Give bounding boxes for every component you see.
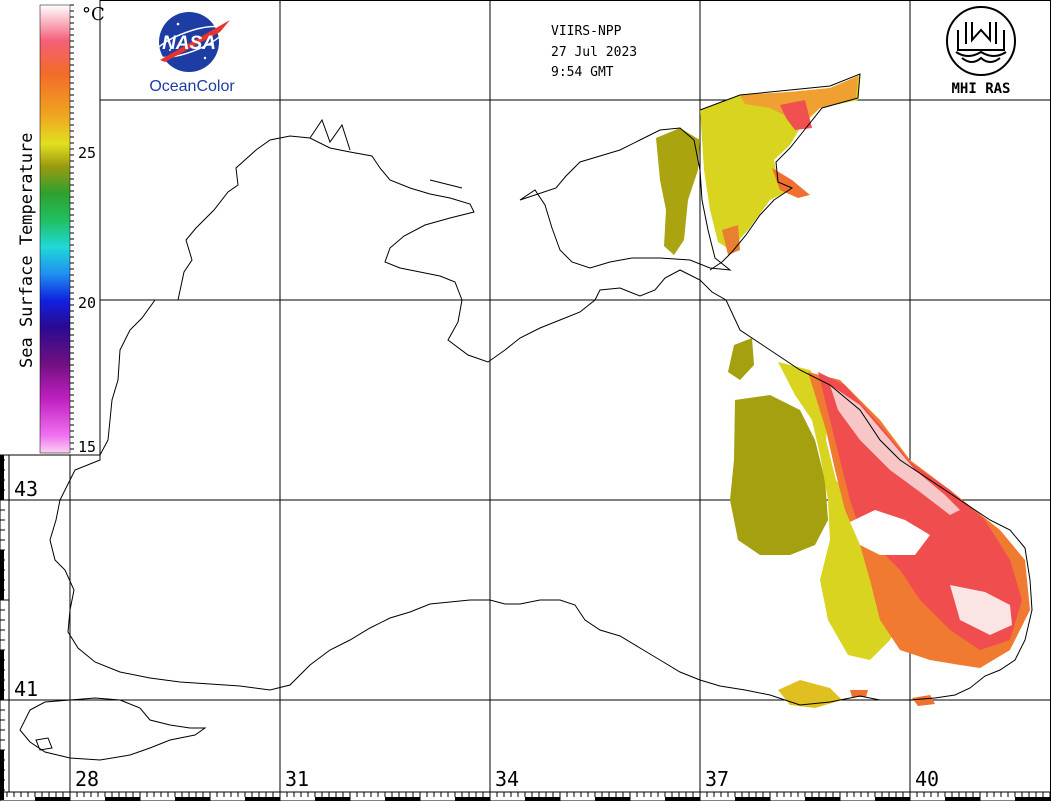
bottom-scale-block [245, 797, 280, 801]
mhi-ras-logo: MHI RAS [946, 6, 1016, 97]
sst-south-coast-2 [912, 695, 935, 706]
sst-east-gap [850, 510, 930, 555]
left-scale-block [0, 650, 4, 700]
left-scale-block [0, 750, 4, 800]
lon-label-37: 37 [705, 767, 729, 791]
bottom-scale-block [595, 797, 630, 801]
sst-east-max-1 [830, 385, 960, 515]
bottom-scale-block [875, 797, 910, 801]
colorbar-title: Sea Surface Temperature [17, 133, 37, 368]
longitude-labels: 28 31 34 37 40 [75, 767, 939, 791]
colorbar-tick-20: 20 [78, 294, 96, 312]
sst-azov-taganrog [780, 100, 812, 130]
left-scale-block [0, 450, 4, 500]
lon-label-40: 40 [915, 767, 939, 791]
nasa-logo-text: NASA [162, 33, 216, 54]
bottom-scale-block [315, 797, 350, 801]
mhi-ras-caption: MHI RAS [951, 81, 1010, 97]
bottom-scale-block [665, 797, 700, 801]
colorbar-tick-15: 15 [78, 438, 96, 456]
colorbar-tick-25: 25 [78, 144, 96, 162]
sst-east-cool-small [728, 338, 754, 380]
time-label: 9:54 GMT [551, 65, 614, 80]
lon-label-34: 34 [495, 767, 519, 791]
sst-azov-east [772, 168, 810, 198]
lat-label-43: 43 [14, 477, 38, 501]
header-text: VIIRS-NPP 27 Jul 2023 9:54 GMT [551, 24, 637, 80]
colorbar-ticks [70, 4, 74, 450]
sst-east-max-2 [950, 585, 1012, 635]
sst-azov-west [656, 128, 700, 255]
bottom-scale-block [455, 797, 490, 801]
coastline [19, 73, 1033, 761]
sst-south-coast-3 [850, 690, 868, 697]
bottom-scale-block [175, 797, 210, 801]
sst-azov-south [722, 225, 740, 255]
bottom-scale-block [35, 797, 70, 801]
colorbar-panel: °C 25 20 15 Sea Surface Temperature [0, 0, 105, 456]
bottom-scale [0, 791, 1051, 801]
bottom-scale-block [385, 797, 420, 801]
bottom-scale-block [1015, 797, 1050, 801]
bottom-scale-block [805, 797, 840, 801]
sst-data [656, 75, 1030, 708]
latitude-labels: 43 41 [14, 477, 38, 701]
oceancolor-caption: OceanColor [149, 78, 235, 95]
bottom-scale-block [105, 797, 140, 801]
lon-label-31: 31 [285, 767, 309, 791]
nasa-logo: NASA OceanColor [149, 12, 235, 95]
bottom-scale-block [525, 797, 560, 801]
sst-east-cool-blob [730, 395, 828, 555]
colorbar-unit: °C [82, 4, 105, 25]
colorbar-gradient [39, 4, 71, 454]
sst-azov-warm [740, 76, 858, 125]
lat-label-41: 41 [14, 677, 38, 701]
sst-azov-main [700, 75, 860, 250]
sensor-label: VIIRS-NPP [551, 24, 622, 39]
left-scale-block [0, 550, 4, 600]
sst-south-coast-1 [778, 680, 842, 708]
lon-label-28: 28 [75, 767, 99, 791]
bottom-scale-block [735, 797, 770, 801]
date-label: 27 Jul 2023 [551, 45, 637, 60]
bottom-scale-block [945, 797, 980, 801]
